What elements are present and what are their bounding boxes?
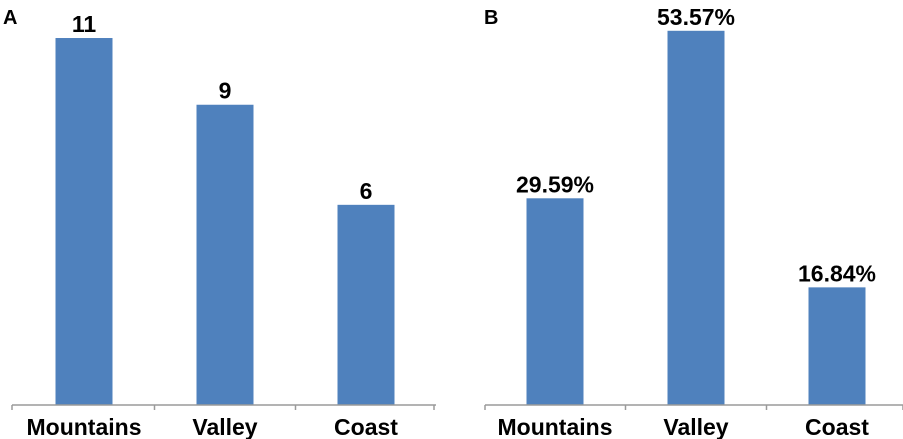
bar-b-mountains	[526, 198, 584, 405]
value-label-a-coast: 6	[360, 178, 373, 204]
category-label-a-mountains: Mountains	[27, 414, 142, 439]
category-label-b-valley: Valley	[663, 414, 728, 439]
panel-label-b: B	[484, 7, 498, 29]
category-labels-b: Mountains Valley Coast	[498, 414, 870, 439]
chart-panel-b: B 29.59% 53.57% 16.84% Mountains Valley Coas…	[484, 4, 903, 439]
bar-group-a	[55, 38, 395, 405]
panel-label-a: A	[3, 7, 17, 29]
bar-b-valley	[667, 30, 725, 406]
value-label-b-coast: 16.84%	[798, 260, 876, 286]
category-label-b-mountains: Mountains	[498, 414, 613, 439]
category-label-b-coast: Coast	[805, 414, 869, 439]
value-label-a-mountains: 11	[72, 11, 97, 37]
category-labels-a: Mountains Valley Coast	[27, 414, 399, 439]
category-label-a-coast: Coast	[334, 414, 398, 439]
bar-a-mountains	[55, 38, 113, 405]
value-label-b-mountains: 29.59%	[516, 171, 594, 197]
value-labels-a: 11 9 6	[72, 11, 373, 204]
bar-group-b	[526, 30, 866, 406]
value-label-a-valley: 9	[219, 78, 232, 104]
category-label-a-valley: Valley	[192, 414, 257, 439]
bar-a-valley	[196, 104, 254, 405]
value-label-b-valley: 53.57%	[657, 4, 735, 30]
x-ticks-a	[11, 405, 435, 410]
bar-b-coast	[808, 287, 866, 405]
bar-a-coast	[337, 204, 395, 405]
chart-panel-a: A 11 9 6 Mountains Valley Coast	[3, 7, 436, 439]
x-ticks-b	[484, 405, 903, 410]
value-labels-b: 29.59% 53.57% 16.84%	[516, 4, 876, 287]
